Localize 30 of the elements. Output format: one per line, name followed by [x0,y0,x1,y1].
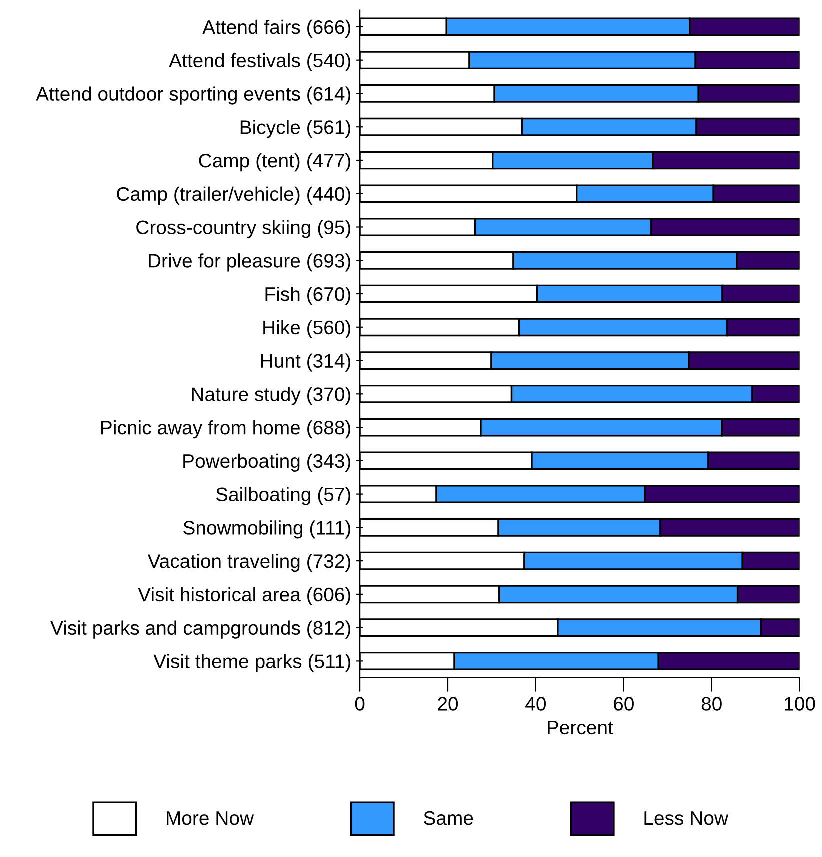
y-tick-label: Attend fairs (666) [202,20,351,38]
y-tick-label: Attend festivals (540) [169,53,351,72]
x-tick-label: 60 [614,697,634,711]
y-tick-label: Hunt (314) [261,354,351,372]
x-tick-label: 20 [438,697,458,711]
y-tick-label: Bicycle (561) [240,120,350,138]
y-tick-label: Camp (trailer/vehicle) (440) [117,186,351,205]
y-tick-label: Hike (560) [264,320,350,338]
x-tick-label: 100 [785,697,816,711]
y-tick-label: Fish (670) [266,286,351,306]
y-tick-label: Cross-country skiing (95) [136,220,351,238]
y-tick-label: Picnic away from home (688) [102,420,351,439]
legend-label: More Now [167,812,254,826]
legend-label: Same [424,811,474,826]
y-tick-label: Drive for pleasure (693) [149,254,351,272]
legend-label: Less Now [644,812,729,826]
y-tick-label: Visit historical area (606) [138,587,351,606]
y-tick-label: Snowmobiling (111) [184,520,351,539]
y-tick-label: Visit theme parks (511) [154,654,351,672]
x-tick-label: 0 [355,697,365,711]
x-tick-label: 80 [702,697,722,711]
y-tick-label: Nature study (370) [192,387,351,406]
x-tick-label: 40 [526,697,546,711]
y-tick-label: Camp (tent) (477) [199,153,351,172]
y-tick-label: Sailboating (57) [216,487,351,506]
x-axis-title: Percent [548,721,614,735]
y-tick-label: Vacation traveling (732) [148,554,351,572]
y-tick-label: Visit parks and campgrounds (812) [50,620,351,639]
y-tick-label: Powerboating (343) [184,454,351,472]
y-tick-label: Attend outdoor sporting events (614) [36,86,351,105]
